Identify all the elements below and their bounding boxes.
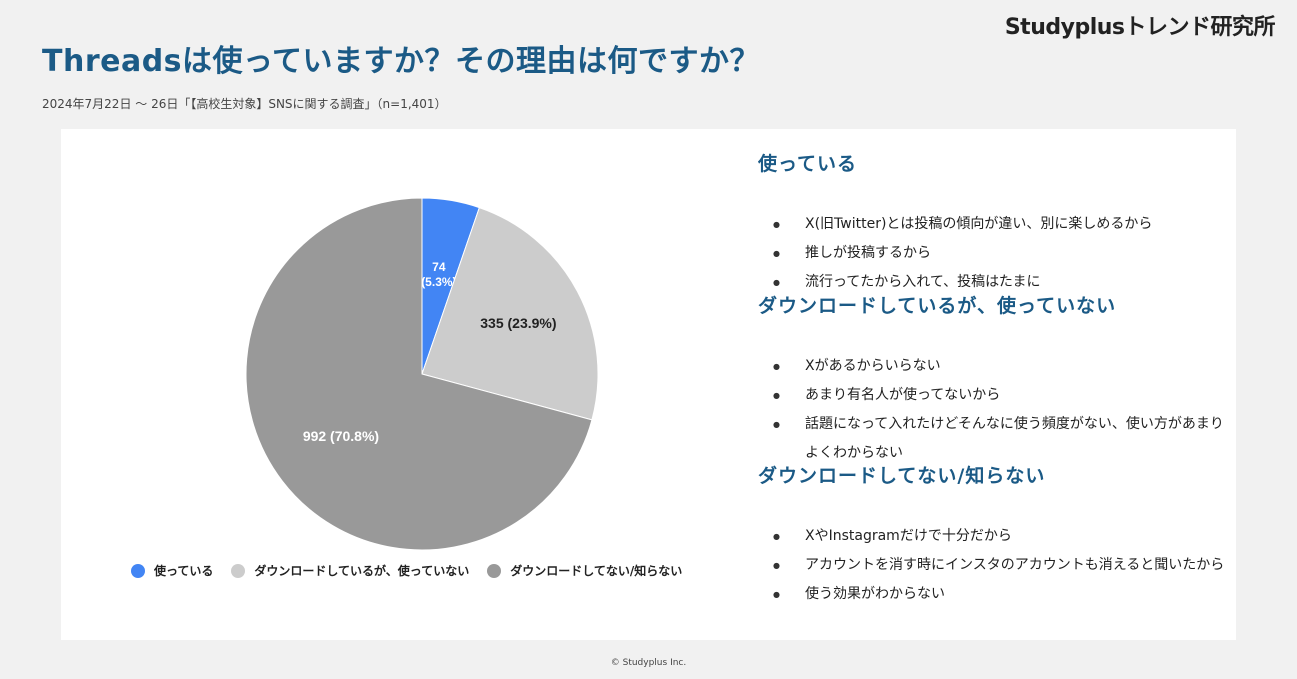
reason-item: 流行ってたから入れて、投稿はたまに	[758, 268, 1228, 297]
reasons-list: 使っている X(旧Twitter)とは投稿の傾向が違い、別に楽しめるから 推しが…	[758, 149, 1228, 609]
reason-heading: ダウンロードしてない/知らない	[758, 465, 1046, 487]
reason-items: XやInstagramだけで十分だから アカウントを消す時にインスタのアカウント…	[758, 522, 1228, 609]
reason-items: Xがあるからいらない あまり有名人が使ってないから 話題になって入れたけどそんな…	[758, 352, 1228, 468]
pie-data-label-3: 992 (70.8%)	[303, 428, 379, 444]
legend-label: ダウンロードしているが、使っていない	[254, 564, 470, 578]
pie-data-label-2: 335 (23.9%)	[480, 315, 556, 331]
reason-group-using: 使っている X(旧Twitter)とは投稿の傾向が違い、別に楽しめるから 推しが…	[758, 149, 1228, 297]
pie-data-label-1: 74 (5.3%)	[421, 260, 456, 289]
reason-heading: ダウンロードしているが、使っていない	[758, 295, 1117, 317]
reason-items: X(旧Twitter)とは投稿の傾向が違い、別に楽しめるから 推しが投稿するから…	[758, 210, 1228, 297]
reason-heading: 使っている	[758, 153, 858, 175]
pie-chart: 74 (5.3%) 335 (23.9%) 992 (70.8%)	[245, 197, 599, 551]
reason-item: 使う効果がわからない	[758, 580, 1228, 609]
page-title: Threadsは使っていますか？その理由は何ですか？	[42, 44, 761, 79]
legend-item-using: 使っている	[131, 562, 213, 579]
brand-logo: Studyplusトレンド研究所	[1004, 15, 1276, 40]
legend-swatch	[487, 563, 502, 578]
survey-subtitle: 2024年7月22日 〜 26日「【高校生対象】SNSに関する調査」（n=1,4…	[42, 97, 447, 111]
reason-item: Xがあるからいらない	[758, 352, 1228, 381]
reason-item: 話題になって入れたけどそんなに使う頻度がない、使い方があまりよくわからない	[758, 410, 1228, 468]
reason-item: アカウントを消す時にインスタのアカウントも消えると聞いたから	[758, 551, 1228, 580]
reason-item: XやInstagramだけで十分だから	[758, 522, 1228, 551]
legend-label: ダウンロードしてない/知らない	[510, 564, 683, 578]
reason-group-not-downloaded: ダウンロードしてない/知らない XやInstagramだけで十分だから アカウン…	[758, 461, 1228, 609]
legend-item-not-downloaded: ダウンロードしてない/知らない	[487, 562, 682, 579]
pie-slice-3	[245, 197, 593, 551]
legend-swatch	[231, 563, 246, 578]
reason-item: X(旧Twitter)とは投稿の傾向が違い、別に楽しめるから	[758, 210, 1228, 239]
legend-label: 使っている	[154, 564, 214, 578]
reason-item: あまり有名人が使ってないから	[758, 381, 1228, 410]
content-panel: 74 (5.3%) 335 (23.9%) 992 (70.8%) 使っている ダウン…	[61, 129, 1236, 640]
copyright-footer: © Studyplus Inc.	[610, 658, 687, 668]
reason-item: 推しが投稿するから	[758, 239, 1228, 268]
chart-legend: 使っている ダウンロードしているが、使っていない ダウンロードしてない/知らない	[131, 562, 682, 579]
reason-group-downloaded-not-using: ダウンロードしているが、使っていない Xがあるからいらない あまり有名人が使って…	[758, 291, 1228, 461]
legend-item-downloaded-not-using: ダウンロードしているが、使っていない	[231, 562, 469, 579]
pie-slice-2	[421, 206, 599, 421]
legend-swatch	[131, 563, 145, 578]
